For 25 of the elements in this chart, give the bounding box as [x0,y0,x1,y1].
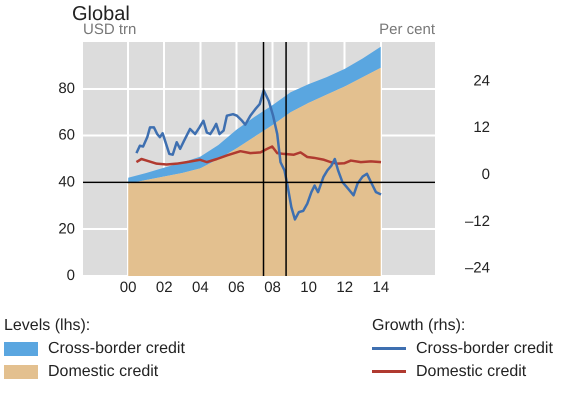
y2-tick-label: –12 [464,212,490,230]
x-tick-label: 04 [192,279,209,296]
y-tick-label: 40 [58,174,75,191]
y-tick-label: 20 [58,220,75,238]
x-tick-label: 14 [372,279,390,296]
legend-label: Cross-border credit [416,339,553,359]
y-tick-label: 80 [58,80,75,97]
x-tick-label: 12 [336,279,354,296]
x-tick-label: 06 [228,279,245,296]
y2-axis-title: Per cent [379,21,436,38]
y2-tick-label: 12 [473,119,490,136]
legend-label: Domestic credit [416,362,526,382]
x-tick-label: 08 [264,279,281,296]
x-tick-label: 10 [300,279,317,296]
y-tick-label: 60 [58,126,75,144]
y-tick-label: 0 [66,267,75,284]
y2-tick-label: 0 [482,166,490,184]
y2-tick-label: 24 [473,72,490,90]
legend-label: Cross-border credit [48,339,185,359]
y2-tick-label: –24 [464,260,490,277]
legend-label: Domestic credit [48,362,158,382]
text: Levels (lhs): [4,316,92,336]
text: Growth (rhs): [372,316,466,336]
x-tick-label: 00 [120,279,136,296]
x-tick-label: 02 [156,279,173,296]
